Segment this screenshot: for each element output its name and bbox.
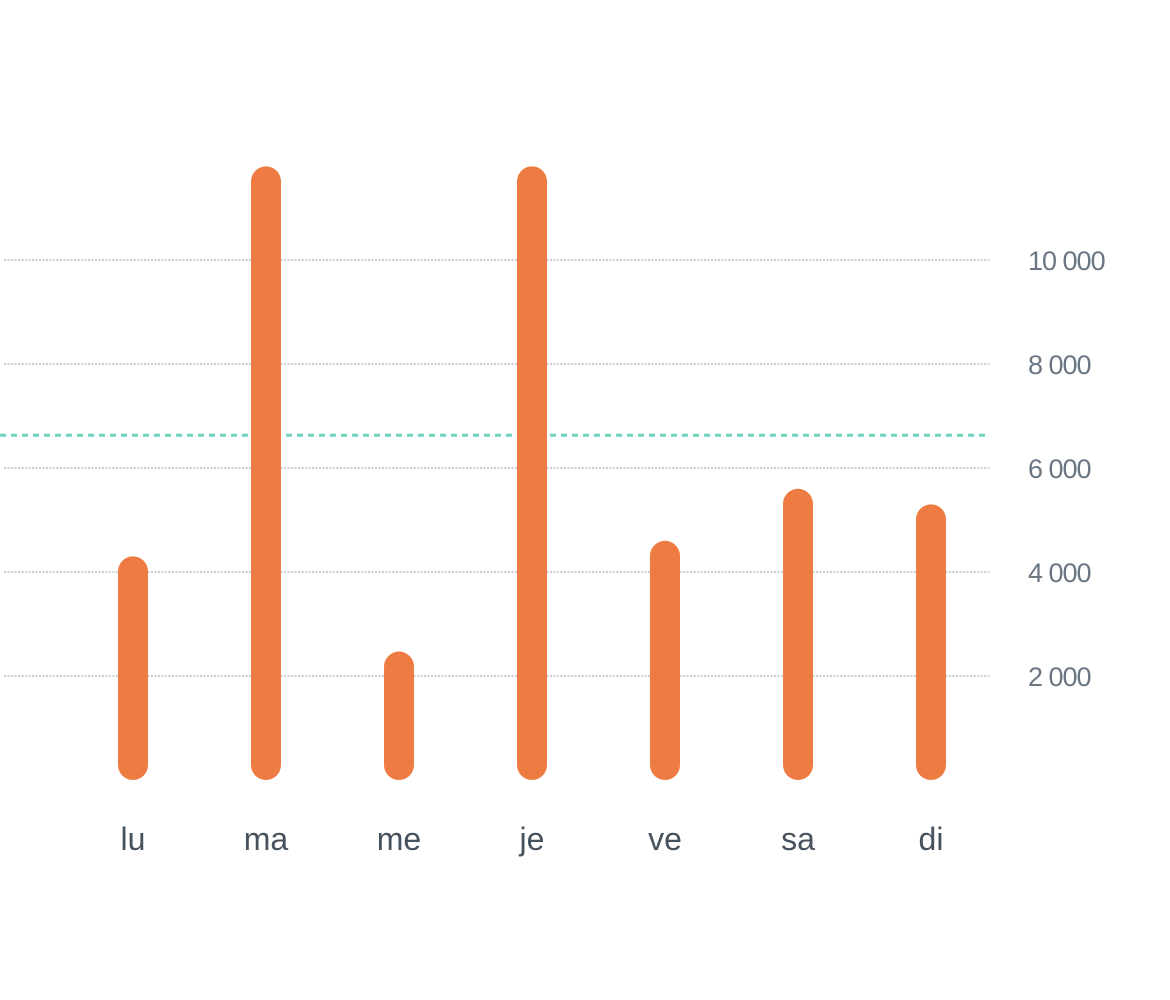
bar-lu[interactable] [118,556,148,780]
y-tick-label: 2 000 [1028,662,1091,692]
x-tick-label-je: je [519,821,545,857]
bar-di[interactable] [916,504,946,780]
bar-me[interactable] [384,651,414,780]
x-tick-label-me: me [377,821,421,857]
y-tick-label: 10 000 [1028,246,1105,276]
grid-lines [4,259,990,677]
bar-sa[interactable] [783,488,813,780]
x-tick-label-di: di [919,821,944,857]
y-tick-label: 4 000 [1028,558,1091,588]
bar-ve[interactable] [650,540,680,780]
y-tick-label: 6 000 [1028,454,1091,484]
x-tick-label-ve: ve [648,821,682,857]
x-tick-label-ma: ma [244,821,289,857]
bar-ma[interactable] [251,166,281,780]
y-axis-ticks: 2 000 4 000 6 000 8 000 10 000 [1028,246,1106,692]
bar-je[interactable] [517,166,547,780]
bars [118,166,946,780]
x-tick-label-lu: lu [121,821,146,857]
y-tick-label: 8 000 [1028,350,1091,380]
x-tick-label-sa: sa [781,821,815,857]
x-axis-labels: lu ma me je ve sa di [121,821,944,857]
